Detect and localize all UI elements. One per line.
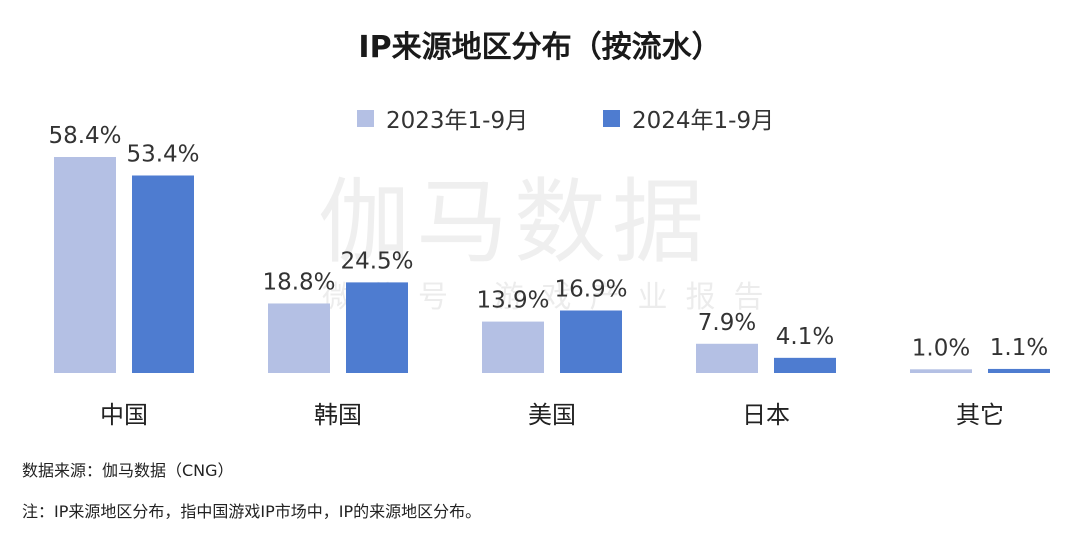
chart-title: IP来源地区分布（按流水） [358,30,722,65]
bar-2024-1 [346,282,408,373]
data-label-2024-4: 1.1% [990,335,1048,361]
data-label-2023-0: 58.4% [48,123,121,149]
data-source-note: 数据来源：伽马数据（CNG） [22,461,234,480]
legend-item-2024: 2024年1-9月 [603,101,774,135]
legend-label-2024: 2024年1-9月 [632,108,775,134]
data-label-2024-2: 16.9% [554,276,627,302]
category-label-3: 日本 [742,401,790,429]
bar-2023-1 [268,303,330,373]
data-label-2023-1: 18.8% [262,269,335,295]
legend-swatch-2024 [603,109,620,127]
bar-2024-2 [560,310,622,373]
data-label-2024-3: 4.1% [776,324,834,350]
category-label-1: 韩国 [314,401,362,429]
data-label-2024-1: 24.5% [340,248,413,274]
category-label-2: 美国 [528,401,576,429]
bar-2024-3 [774,357,836,373]
legend-item-2023: 2023年1-9月 [357,101,528,135]
data-label-2023-2: 13.9% [476,288,549,314]
bar-2024-4 [988,368,1050,373]
bar-2023-0 [54,157,116,373]
bar-2023-2 [482,321,544,373]
data-label-2024-0: 53.4% [126,141,199,167]
bar-2024-0 [132,175,194,373]
footnote: 注：IP来源地区分布，指中国游戏IP市场中，IP的来源地区分布。 [22,502,482,521]
legend-swatch-2023 [357,109,374,127]
category-label-0: 中国 [100,401,148,429]
data-label-2023-3: 7.9% [698,310,756,336]
bar-2023-4 [910,369,972,373]
bar-2023-3 [696,343,758,373]
data-label-2023-4: 1.0% [912,335,970,361]
legend-label-2023: 2023年1-9月 [386,108,529,134]
watermark-main: 伽马数据 [318,169,711,276]
category-label-4: 其它 [956,401,1004,429]
